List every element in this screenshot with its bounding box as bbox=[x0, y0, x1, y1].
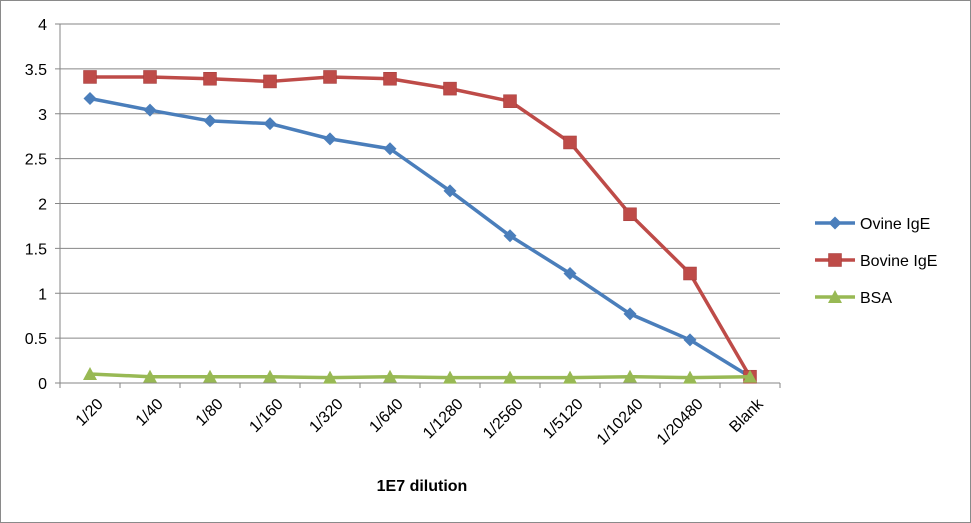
x-tick-label: 1/320 bbox=[306, 396, 346, 436]
legend-marker bbox=[828, 253, 842, 267]
x-tick-label: 1/80 bbox=[193, 396, 227, 430]
data-point bbox=[323, 370, 337, 384]
x-tick-label: 1/20 bbox=[73, 396, 107, 430]
y-tick-label: 1.5 bbox=[25, 241, 47, 258]
legend-label: BSA bbox=[860, 290, 892, 307]
data-point bbox=[203, 71, 217, 86]
data-point bbox=[443, 81, 457, 96]
y-tick-label: 4 bbox=[38, 17, 47, 34]
data-point bbox=[203, 114, 217, 128]
legend-item: Ovine IgE bbox=[815, 216, 930, 233]
gridlines bbox=[60, 23, 780, 339]
x-tick-label: 1/2560 bbox=[480, 396, 527, 443]
data-point bbox=[263, 369, 277, 383]
data-point bbox=[623, 207, 637, 222]
data-point bbox=[263, 117, 277, 131]
data-point bbox=[383, 142, 397, 156]
x-tick-label: 1/20480 bbox=[654, 396, 707, 449]
data-point bbox=[83, 70, 97, 84]
data-point bbox=[443, 184, 457, 198]
y-tick-label: 0.5 bbox=[25, 331, 47, 348]
x-tick-label: 1/5120 bbox=[540, 396, 587, 443]
x-tick-label: 1/160 bbox=[246, 396, 286, 436]
y-tick-label: 1 bbox=[38, 286, 47, 303]
data-point bbox=[143, 103, 157, 117]
legend-marker bbox=[828, 290, 842, 303]
data-point bbox=[143, 369, 157, 383]
x-tick-label: Blank bbox=[726, 395, 767, 436]
legend-label: Ovine IgE bbox=[860, 216, 930, 233]
legend: Ovine IgE Bovine IgE BSA bbox=[815, 216, 937, 307]
x-tick-labels: 1/20 1/40 1/80 1/160 1/320 1/640 1/1280 1/2560 1… bbox=[73, 395, 768, 449]
data-point bbox=[83, 91, 97, 105]
data-point bbox=[143, 70, 157, 84]
x-tick-label: 1/1280 bbox=[420, 396, 467, 443]
data-point bbox=[83, 367, 97, 380]
data-point bbox=[563, 267, 577, 281]
data-point bbox=[263, 74, 277, 89]
data-point bbox=[683, 370, 697, 384]
data-point bbox=[383, 71, 397, 86]
series-bovine-ige bbox=[83, 70, 757, 384]
data-point bbox=[683, 266, 697, 281]
y-tick-labels: 0 0.5 1 1.5 2 2.5 3 3.5 4 bbox=[25, 17, 47, 393]
data-point bbox=[323, 132, 337, 146]
series-group bbox=[83, 70, 757, 384]
x-tick-label: 1/40 bbox=[133, 396, 167, 430]
data-point bbox=[323, 70, 337, 84]
y-tick-label: 0 bbox=[38, 376, 47, 393]
data-point bbox=[203, 369, 217, 383]
legend-label: Bovine IgE bbox=[860, 253, 937, 270]
data-point bbox=[563, 135, 577, 150]
series-ovine-ige bbox=[83, 91, 757, 384]
x-axis-title: 1E7 dilution bbox=[377, 478, 468, 495]
data-point bbox=[563, 370, 577, 384]
series-line bbox=[89, 372, 751, 380]
legend-item: Bovine IgE bbox=[815, 253, 937, 270]
data-point bbox=[623, 369, 637, 383]
data-point bbox=[503, 370, 517, 384]
data-point bbox=[383, 369, 397, 383]
legend-marker bbox=[828, 216, 842, 230]
data-point bbox=[623, 307, 637, 321]
y-tick-label: 3.5 bbox=[25, 62, 47, 79]
x-tick-label: 1/10240 bbox=[594, 396, 647, 449]
data-point bbox=[743, 369, 757, 383]
y-tick-label: 2.5 bbox=[25, 152, 47, 169]
axes bbox=[55, 23, 781, 388]
x-tick-label: 1/640 bbox=[366, 396, 406, 436]
data-point bbox=[443, 370, 457, 384]
legend-item: BSA bbox=[815, 290, 892, 307]
series-line bbox=[89, 96, 751, 379]
y-tick-label: 2 bbox=[38, 197, 47, 214]
data-point bbox=[503, 229, 517, 243]
series-line bbox=[90, 75, 752, 378]
series-bsa bbox=[83, 367, 757, 384]
data-point bbox=[503, 94, 517, 108]
y-tick-label: 3 bbox=[38, 107, 47, 124]
data-point bbox=[683, 333, 697, 347]
